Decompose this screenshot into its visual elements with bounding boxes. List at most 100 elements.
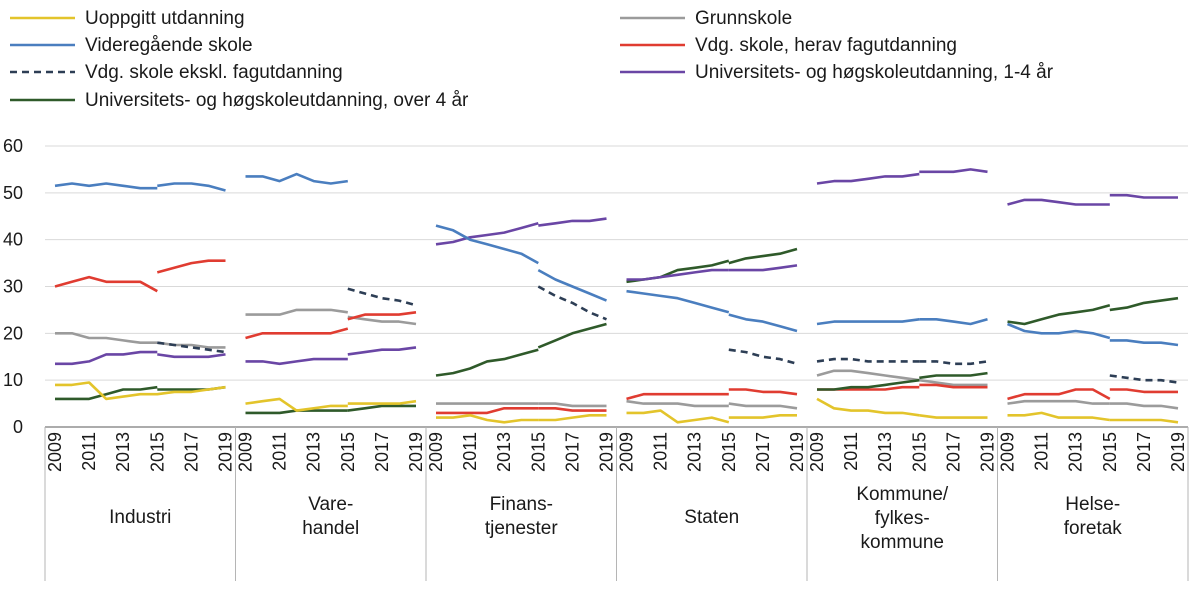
legend-label-fag: Vdg. skole, herav fagutdanning	[695, 35, 957, 56]
category-label: fylkes-	[875, 508, 930, 529]
series-line-vgs	[919, 317, 988, 326]
legend-item-uh4: Universitets- og høgskoleutdanning, over…	[10, 90, 469, 111]
x-tick-label: 2015	[1100, 432, 1120, 472]
x-tick-label: 2017	[1134, 432, 1154, 472]
series-line-uh14	[816, 172, 920, 185]
x-tick-label: 2009	[45, 432, 65, 472]
x-tick-label: 2019	[978, 432, 998, 472]
series-line-vgs	[1109, 339, 1179, 347]
x-tick-label: 2015	[909, 432, 929, 472]
legend-label-vgs: Videregående skole	[85, 35, 253, 56]
series-line-uh14	[347, 346, 417, 356]
x-tick-label: 2011	[1032, 432, 1052, 471]
series-line-fag	[1109, 388, 1178, 394]
x-tick-label: 2013	[304, 432, 324, 472]
series-line-fag	[1007, 388, 1111, 401]
y-tick-label: 0	[13, 417, 23, 437]
category-label: Vare-	[308, 494, 353, 515]
legend-label-uopp: Uoppgitt utdanning	[85, 8, 245, 29]
series-line-vgs	[626, 289, 730, 314]
series-line-ekskl	[728, 348, 798, 366]
series-line-fag	[626, 392, 729, 401]
series-line-uh4	[435, 348, 539, 377]
series-line-uh14	[1109, 193, 1178, 199]
series-line-uh4	[1109, 296, 1179, 312]
series-line-vgs	[728, 313, 798, 333]
x-tick-label: 2015	[147, 432, 167, 472]
legend-label-grunn: Grunnskole	[695, 8, 792, 29]
series-line-uopp	[1109, 418, 1179, 424]
series-line-uh14	[435, 222, 539, 246]
x-tick-label: 2017	[753, 432, 773, 472]
series-line-fag	[538, 406, 607, 412]
x-tick-label: 2009	[998, 432, 1018, 472]
series-line-uopp	[919, 414, 988, 419]
x-tick-label: 2017	[943, 432, 963, 472]
y-tick-label: 40	[3, 230, 23, 250]
category-label: Staten	[684, 507, 739, 528]
x-tick-label: 2009	[236, 432, 256, 472]
series-line-uopp	[538, 413, 607, 422]
series-line-vgs	[1007, 322, 1111, 340]
series-line-fag	[436, 406, 539, 415]
panel-5	[1007, 193, 1179, 424]
series-line-grunn	[816, 369, 920, 382]
series-line-uh4	[817, 378, 920, 391]
legend: Uoppgitt utdanning Grunnskole Videregående…	[10, 8, 1054, 111]
x-tick-label: 2013	[494, 432, 514, 472]
series-line-uh14	[919, 168, 988, 174]
category-label: kommune	[861, 532, 944, 553]
series-line-ekskl	[537, 285, 607, 321]
y-tick-label: 30	[3, 277, 23, 297]
x-tick-label: 2015	[338, 432, 358, 472]
category-label: Finans-	[490, 494, 553, 515]
series-line-ekskl	[919, 360, 988, 366]
category-label: Kommune/	[856, 484, 949, 505]
series-line-fag	[156, 259, 226, 274]
x-tick-label: 2013	[113, 432, 133, 472]
series-line-uh4	[919, 371, 988, 380]
y-axis: 0 10 20 30 40 50 60	[3, 136, 23, 437]
series-line-fag	[728, 388, 798, 396]
series-line-grunn	[347, 315, 417, 326]
series-line-vgs	[816, 318, 920, 326]
x-axis: 2009 2011 2013 2015 2017 2019 Industri 2009 2011…	[44, 427, 1189, 581]
category-label: Industri	[109, 507, 171, 528]
series-line-grunn	[626, 399, 729, 408]
series-line-fag	[919, 383, 988, 389]
series-line-uopp	[816, 397, 920, 417]
chart-panels	[54, 168, 1179, 424]
legend-label-uh4: Universitets- og høgskoleutdanning, over…	[85, 90, 469, 111]
x-tick-label: 2017	[372, 432, 392, 472]
legend-item-uopp: Uoppgitt utdanning	[10, 8, 245, 29]
y-tick-label: 50	[3, 183, 23, 203]
x-tick-label: 2011	[270, 432, 290, 471]
series-line-uopp	[436, 413, 539, 424]
series-line-uh4	[537, 322, 607, 349]
x-tick-label: 2011	[460, 432, 480, 471]
series-line-vgs	[54, 182, 158, 190]
series-line-grunn	[245, 308, 348, 316]
x-tick-label: 2013	[875, 432, 895, 472]
series-line-fag	[54, 275, 158, 293]
x-tick-label: 2017	[562, 432, 582, 472]
series-line-uopp	[1007, 411, 1110, 422]
x-tick-label: 2015	[528, 432, 548, 472]
series-line-uopp	[626, 409, 730, 424]
panel-0	[54, 182, 226, 401]
series-line-grunn	[157, 341, 226, 349]
series-line-uh14	[55, 350, 158, 366]
series-line-grunn	[1007, 399, 1110, 405]
category-label: Helse-	[1065, 494, 1120, 515]
x-tick-label: 2009	[426, 432, 446, 472]
series-line-uh14	[728, 264, 798, 272]
series-line-uopp	[347, 399, 417, 405]
x-tick-label: 2011	[651, 432, 671, 471]
legend-item-grunn: Grunnskole	[620, 8, 792, 29]
series-line-uh4	[1007, 303, 1111, 326]
series-line-grunn	[919, 378, 988, 387]
series-line-fag	[245, 327, 349, 340]
y-tick-label: 10	[3, 370, 23, 390]
category-label: handel	[302, 518, 359, 539]
category-label: foretak	[1064, 518, 1123, 539]
